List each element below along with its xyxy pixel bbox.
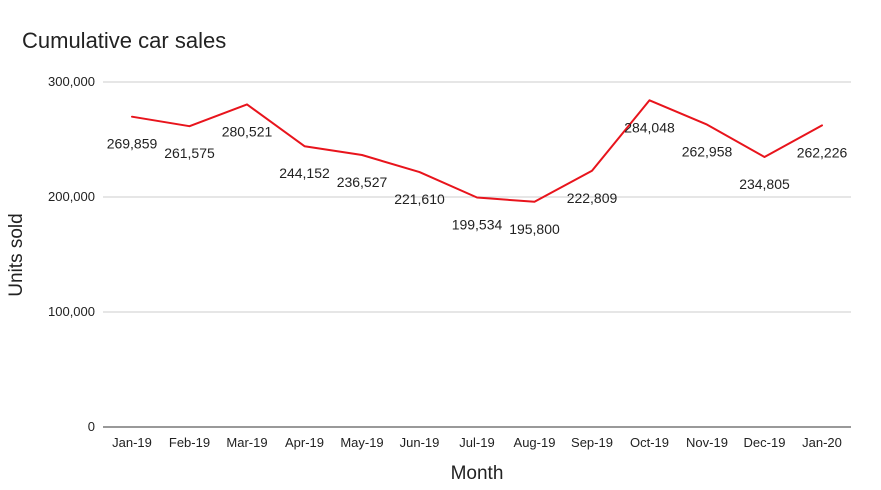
- y-tick-label: 0: [88, 419, 95, 434]
- x-axis-ticks: Jan-19 Feb-19 Mar-19 Apr-19 May-19 Jun-19 Jul-…: [112, 435, 842, 450]
- x-tick-label: Mar-19: [226, 435, 267, 450]
- y-tick-label: 300,000: [48, 74, 95, 89]
- x-tick-label: Jan-19: [112, 435, 152, 450]
- data-label: 222,809: [567, 190, 618, 206]
- x-tick-label: Aug-19: [514, 435, 556, 450]
- x-axis-title: Month: [451, 463, 504, 484]
- y-axis-title: Units sold: [6, 213, 27, 296]
- data-label: 244,152: [279, 165, 330, 181]
- data-label: 236,527: [337, 174, 388, 190]
- data-label: 280,521: [222, 123, 273, 139]
- data-label: 234,805: [739, 176, 790, 192]
- y-tick-label: 200,000: [48, 189, 95, 204]
- data-label: 195,800: [509, 221, 560, 237]
- data-label: 269,859: [107, 136, 158, 152]
- gridlines: [103, 81, 851, 428]
- x-tick-label: Jun-19: [400, 435, 440, 450]
- data-label: 284,048: [624, 119, 675, 135]
- x-tick-label: Jul-19: [459, 435, 494, 450]
- data-label: 261,575: [164, 145, 215, 161]
- x-tick-label: Feb-19: [169, 435, 210, 450]
- y-tick-label: 100,000: [48, 304, 95, 319]
- x-tick-label: Dec-19: [744, 435, 786, 450]
- x-tick-label: Oct-19: [630, 435, 669, 450]
- x-tick-label: May-19: [340, 435, 383, 450]
- data-label: 221,610: [394, 191, 445, 207]
- x-tick-label: Nov-19: [686, 435, 728, 450]
- chart-title: Cumulative car sales: [22, 28, 226, 53]
- data-label: 199,534: [452, 217, 503, 233]
- x-tick-label: Jan-20: [802, 435, 842, 450]
- x-tick-label: Sep-19: [571, 435, 613, 450]
- x-tick-label: Apr-19: [285, 435, 324, 450]
- data-labels: 269,859 261,575 280,521 244,152 236,527 221,6…: [107, 119, 848, 236]
- data-label: 262,958: [682, 144, 733, 160]
- data-label: 262,226: [797, 144, 848, 160]
- series: [131, 99, 823, 203]
- y-axis-ticks: 0 100,000 200,000 300,000: [48, 74, 95, 434]
